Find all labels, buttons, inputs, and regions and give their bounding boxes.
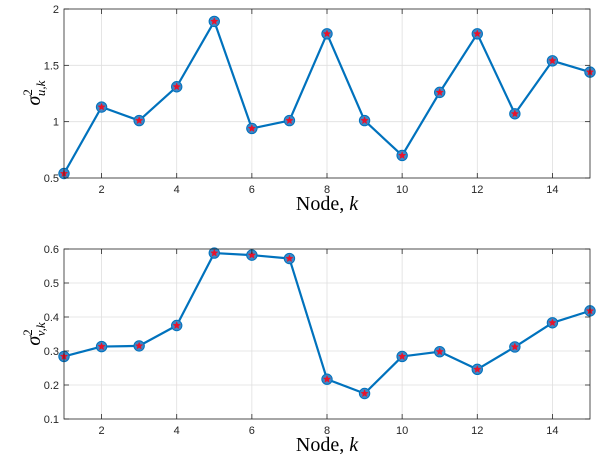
top-x-tick-label: 2 (99, 184, 105, 196)
top-x-tick-label: 4 (174, 184, 180, 196)
bottom-grid (64, 248, 590, 420)
bottom-data-point-star (435, 347, 444, 356)
top-x-axis-label: Node, k (296, 193, 359, 215)
top-y-tick-label: 2 (53, 4, 59, 16)
bottom-data-point-star (398, 352, 407, 360)
bottom-y-tick-label: 0.3 (44, 346, 59, 358)
top-y-tick-label: 1.5 (44, 60, 59, 72)
top-data-point-star (435, 88, 444, 96)
bottom-y-tick-label: 0.6 (44, 244, 59, 256)
top-y-axis-label: σ2u,k (20, 80, 48, 105)
top-x-tick-label: 14 (546, 184, 558, 196)
bottom-data-point-star (97, 342, 106, 350)
bottom-x-tick-label: 2 (99, 425, 105, 437)
top-data-point-star (473, 29, 482, 38)
bottom-x-tick-label: 10 (396, 425, 408, 437)
bottom-x-tick-label: 4 (174, 425, 180, 437)
bottom-data-point-star (323, 375, 331, 383)
bottom-data-point-star (510, 342, 519, 351)
top-x-tick-label: 10 (396, 184, 408, 196)
bottom-data-point-star (135, 341, 144, 350)
top-data-point-star (323, 29, 331, 38)
top-x-tick-label: 8 (324, 184, 330, 196)
bottom-y-tick-label: 0.1 (44, 414, 59, 426)
bottom-y-axis-label: σ2v,k (20, 322, 48, 345)
bottom-data-point-star (210, 248, 219, 257)
bottom-x-tick-label: 6 (249, 425, 255, 437)
bottom-y-tick-label: 0.4 (44, 312, 59, 324)
top-data-point-star (360, 116, 369, 124)
bottom-data-point-star (247, 250, 256, 259)
top-data-point-star (210, 17, 219, 25)
top-data-point-star (97, 102, 106, 111)
top-series (58, 15, 596, 180)
top-data-point-star (172, 82, 181, 91)
bottom-panel: 2 4 6 8 10 12 14 0.1 0.2 0.3 0.4 0.5 0.6 Node, k σ2v… (20, 244, 596, 456)
top-x-tick-label: 6 (249, 184, 255, 196)
top-ticks: 2 4 6 8 10 12 14 0.5 1 1.5 2 (44, 4, 590, 196)
bottom-x-tick-label: 8 (324, 425, 330, 437)
bottom-x-axis-label: Node, k (296, 434, 359, 456)
bottom-data-point-star (473, 365, 482, 373)
bottom-series (58, 247, 596, 400)
top-x-tick-label: 12 (471, 184, 483, 196)
bottom-y-tick-label: 0.5 (44, 278, 59, 290)
bottom-x-tick-label: 12 (471, 425, 483, 437)
top-y-tick-label: 0.5 (44, 173, 59, 185)
top-data-point-star (510, 109, 519, 118)
top-data-point-star (135, 116, 144, 124)
top-y-tick-label: 1 (53, 117, 59, 129)
top-data-point-star (548, 56, 557, 65)
top-panel: 2 4 6 8 10 12 14 0.5 1 1.5 2 Node, k σ2u,k (20, 4, 596, 215)
bottom-y-tick-label: 0.2 (44, 380, 59, 392)
top-data-point-star (398, 151, 407, 159)
bottom-data-point-star (360, 389, 369, 397)
bottom-x-tick-label: 14 (546, 425, 558, 437)
bottom-data-point-star (548, 318, 557, 327)
bottom-data-point-star (285, 254, 294, 262)
bottom-ticks: 2 4 6 8 10 12 14 0.1 0.2 0.3 0.4 0.5 0.6 (44, 244, 590, 437)
top-data-point-star (247, 124, 256, 132)
bottom-data-point-star (172, 321, 181, 329)
top-data-point-star (285, 116, 294, 124)
